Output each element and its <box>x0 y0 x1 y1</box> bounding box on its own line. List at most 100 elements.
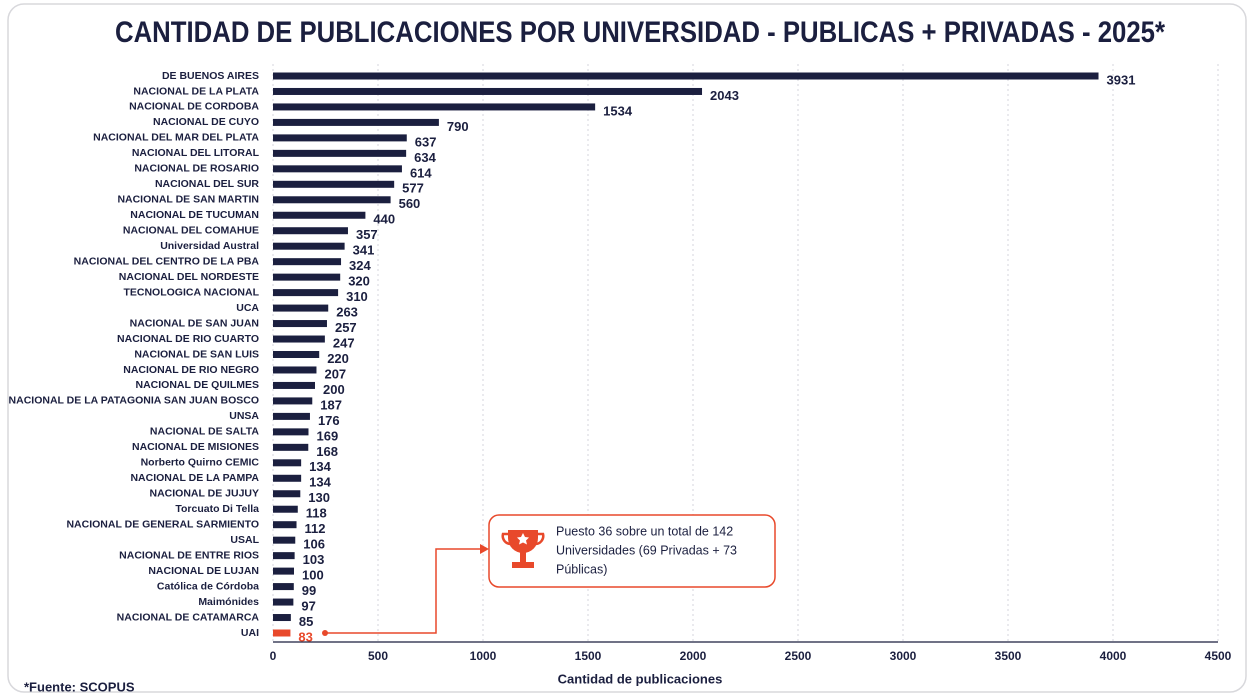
x-tick-label: 3000 <box>890 649 917 663</box>
value-label: 169 <box>316 428 338 443</box>
bar <box>273 397 313 405</box>
bar <box>273 490 301 498</box>
y-tick-label: NACIONAL DEL COMAHUE <box>123 225 259 237</box>
chart-title: CANTIDAD DE PUBLICACIONES POR UNIVERSIDA… <box>115 16 1165 49</box>
x-tick-label: 3500 <box>995 649 1022 663</box>
value-label: 357 <box>356 227 378 242</box>
bar <box>273 567 294 575</box>
y-tick-label: NACIONAL DE LA PLATA <box>133 85 259 97</box>
y-tick-label: NACIONAL DEL NORDESTE <box>119 271 259 283</box>
y-tick-label: NACIONAL DE RIO CUARTO <box>117 333 259 345</box>
bar <box>273 149 407 157</box>
value-label: 257 <box>335 320 357 335</box>
y-tick-label: NACIONAL DE LA PAMPA <box>130 472 259 484</box>
value-label: 103 <box>303 552 325 567</box>
annotation-text: Públicas) <box>556 562 607 576</box>
value-label: 247 <box>333 335 355 350</box>
bar <box>273 304 329 312</box>
value-label: 112 <box>305 521 326 536</box>
value-label: 320 <box>348 274 370 289</box>
value-label: 341 <box>353 243 375 258</box>
bar <box>273 598 294 606</box>
bar <box>273 227 348 235</box>
bar <box>273 552 295 560</box>
y-tick-label: NACIONAL DE SAN JUAN <box>130 317 259 329</box>
value-label: 134 <box>309 475 331 490</box>
card <box>7 3 1247 693</box>
value-label: 1534 <box>603 103 633 118</box>
value-label: 310 <box>346 289 368 304</box>
y-tick-label: NACIONAL DE CUYO <box>153 116 259 128</box>
bar <box>273 381 315 389</box>
bar <box>273 258 342 266</box>
y-tick-label: NACIONAL DE ROSARIO <box>134 163 259 175</box>
value-label: 97 <box>301 598 315 613</box>
bar <box>273 474 302 482</box>
bar <box>273 180 395 188</box>
y-tick-label: UAI <box>241 627 259 639</box>
value-label: 614 <box>410 165 432 180</box>
bar <box>273 614 291 622</box>
bar <box>273 335 325 343</box>
x-tick-label: 2500 <box>785 649 812 663</box>
y-tick-label: NACIONAL DE RIO NEGRO <box>123 364 259 376</box>
y-tick-label: NACIONAL DE GENERAL SARMIENTO <box>66 518 259 530</box>
bar <box>273 134 407 142</box>
source-note: *Fuente: SCOPUS <box>24 679 135 694</box>
bar <box>273 412 310 420</box>
bar <box>273 103 596 111</box>
value-label: 200 <box>323 382 345 397</box>
y-tick-label: TECNOLOGICA NACIONAL <box>123 286 259 298</box>
value-label: 2043 <box>710 88 739 103</box>
value-label: 106 <box>303 537 325 552</box>
bar <box>273 118 439 126</box>
x-tick-label: 2000 <box>680 649 707 663</box>
value-label: 440 <box>373 212 395 227</box>
annotation-box <box>488 514 776 588</box>
bar <box>273 196 391 204</box>
value-label: 118 <box>306 506 327 521</box>
value-label: 83 <box>298 629 312 644</box>
value-label: 99 <box>302 583 316 598</box>
y-tick-label: NACIONAL DE SAN LUIS <box>134 348 259 360</box>
value-label: 560 <box>399 196 421 211</box>
y-tick-label: Maimónides <box>198 596 259 608</box>
value-label: 130 <box>308 490 330 505</box>
value-label: 85 <box>299 614 313 629</box>
x-tick-label: 1500 <box>575 649 602 663</box>
bar <box>273 242 345 250</box>
y-tick-label: NACIONAL DE ENTRE RIOS <box>119 549 259 561</box>
x-tick-label: 1000 <box>470 649 497 663</box>
x-axis-label: Cantidad de publicaciones <box>558 671 723 686</box>
value-label: 3931 <box>1107 72 1136 87</box>
y-tick-label: Universidad Austral <box>160 240 259 252</box>
arrow-head <box>480 544 489 554</box>
bar <box>273 536 296 544</box>
value-label: 634 <box>414 150 436 165</box>
y-tick-label: USAL <box>230 534 259 546</box>
y-tick-label: NACIONAL DE TUCUMAN <box>130 209 259 221</box>
value-label: 134 <box>309 459 331 474</box>
bar <box>273 289 339 297</box>
y-tick-label: NACIONAL DEL MAR DEL PLATA <box>93 132 259 144</box>
value-label: 220 <box>327 351 349 366</box>
annotation-text: Universidades (69 Privadas + 73 <box>556 543 737 557</box>
bar <box>273 428 309 436</box>
value-label: 324 <box>349 258 371 273</box>
bar <box>273 211 366 219</box>
y-tick-label: Norberto Quirno CEMIC <box>141 457 260 469</box>
x-tick-label: 4000 <box>1100 649 1127 663</box>
y-tick-label: NACIONAL DE SAN MARTIN <box>117 194 259 206</box>
y-tick-label: NACIONAL DEL CENTRO DE LA PBA <box>74 255 260 267</box>
y-tick-label: NACIONAL DE SALTA <box>150 426 259 438</box>
annotation-arrow <box>325 548 486 634</box>
value-label: 790 <box>447 119 469 134</box>
y-tick-label: NACIONAL DEL LITORAL <box>132 147 260 159</box>
value-label: 168 <box>316 444 338 459</box>
bar <box>273 505 298 513</box>
value-label: 207 <box>324 366 346 381</box>
y-tick-label: NACIONAL DE CORDOBA <box>129 101 259 113</box>
x-tick-label: 500 <box>368 649 388 663</box>
annotation-text: Puesto 36 sobre un total de 142 <box>556 524 733 538</box>
